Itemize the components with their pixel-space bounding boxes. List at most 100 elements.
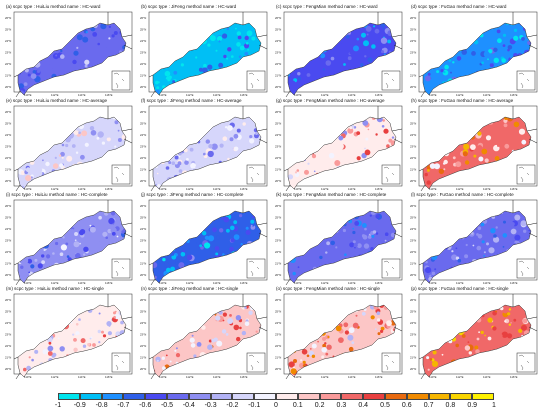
field-patch <box>425 260 428 264</box>
lat-tick-label: 26°N <box>410 204 416 208</box>
lat-tick-label: 21°N <box>5 168 11 172</box>
lon-tick-label: 116°E <box>240 281 248 285</box>
lon-tick-label: 114°E <box>483 93 491 97</box>
field-patch <box>193 354 197 358</box>
lat-tick-label: 21°N <box>275 168 281 172</box>
field-patch <box>431 360 439 367</box>
field-patch <box>108 217 115 225</box>
field-patch <box>247 48 250 51</box>
field-patch <box>72 227 75 230</box>
field-patch <box>222 136 228 141</box>
panel-title: (h) scpc type : FuGao method name : HC-a… <box>411 98 514 103</box>
field-patch <box>180 251 186 257</box>
field-patch <box>36 69 41 73</box>
field-patch <box>361 234 366 238</box>
field-patch <box>222 253 225 256</box>
colorbar-cell <box>79 393 102 400</box>
map-panel: (d) scpc type : FuGao method name : HC-w… <box>409 4 545 100</box>
lon-tick-label: 112°E <box>186 375 194 379</box>
map-panel: (l) scpc type : FuGao method name : HC-c… <box>409 192 545 288</box>
field-patch <box>300 359 303 362</box>
correlation-map: 26°N 25°N 24°N 23°N 22°N 21°N 20°N 110°E 112°E 11… <box>410 11 538 97</box>
colorbar: -1 -0.9 -0.8 -0.7 -0.6 -0.5 -0.4 -0.3 -0.2 -0.1 0 0… <box>55 393 496 413</box>
field-patch <box>75 323 79 326</box>
field-patch <box>218 154 223 160</box>
field-patch <box>498 334 503 338</box>
colorbar-label: -0.3 <box>204 402 217 409</box>
lat-tick-label: 20°N <box>275 273 281 277</box>
field-patch <box>89 126 95 131</box>
field-patch <box>182 55 189 62</box>
field-patch <box>66 255 70 258</box>
correlation-map: 26°N 25°N 24°N 23°N 22°N 21°N 20°N 110°E 112°E 11… <box>140 293 268 379</box>
field-patch <box>330 56 335 61</box>
field-patch <box>477 234 483 239</box>
field-patch <box>343 63 346 66</box>
lat-tick-label: 24°N <box>140 321 146 325</box>
field-patch <box>242 122 246 126</box>
field-patch <box>83 246 89 252</box>
inset-map <box>111 164 131 185</box>
coastline <box>13 106 133 191</box>
field-patch <box>481 61 484 65</box>
lon-tick-label: 114°E <box>78 187 86 191</box>
field-patch <box>73 338 77 342</box>
field-patch <box>207 235 215 242</box>
field-patch <box>166 267 171 273</box>
field-patch <box>488 49 493 54</box>
field-patch <box>101 141 105 145</box>
colorbar-cell <box>276 393 298 400</box>
field-patch <box>382 27 385 30</box>
lon-tick-label: 112°E <box>51 187 59 191</box>
field-patch <box>432 350 437 355</box>
field-patch <box>41 254 45 258</box>
field-patch <box>351 55 358 62</box>
field-patch <box>380 329 384 333</box>
field-patch <box>290 368 297 375</box>
lon-tick-label: 116°E <box>375 375 383 379</box>
field-patch <box>513 35 519 41</box>
field-patch <box>96 374 100 377</box>
field-patch <box>92 32 98 37</box>
field-patch <box>89 149 94 154</box>
lat-tick-label: 20°N <box>410 273 416 277</box>
field-patch <box>338 135 344 141</box>
lat-tick-label: 24°N <box>275 321 281 325</box>
lon-tick-label: 112°E <box>456 375 464 379</box>
lat-tick-label: 20°N <box>140 85 146 89</box>
field-patch <box>388 138 393 143</box>
correlation-map: 26°N 25°N 24°N 23°N 22°N 21°N 20°N 110°E 112°E 11… <box>275 293 403 379</box>
inset-map <box>516 352 536 373</box>
correlation-map: 26°N 25°N 24°N 23°N 22°N 21°N 20°N 110°E 112°E 11… <box>410 293 538 379</box>
field-patch <box>189 147 194 152</box>
colorbar-label: 0.1 <box>292 402 303 409</box>
field-patch <box>322 68 325 71</box>
field-patch <box>364 227 367 231</box>
field-patch <box>478 156 484 162</box>
field-patch <box>343 322 349 328</box>
lat-tick-label: 26°N <box>275 298 281 302</box>
field-patch <box>436 70 440 74</box>
lat-tick-label: 22°N <box>410 156 416 160</box>
field-patch <box>345 35 350 39</box>
field-patch <box>213 337 218 342</box>
field-patch <box>306 354 310 358</box>
field-patch <box>236 128 241 133</box>
field-patch <box>426 180 431 185</box>
field-patch <box>471 232 474 235</box>
province-outline <box>17 22 127 96</box>
field-patch <box>89 226 96 233</box>
field-patch <box>390 232 396 238</box>
colorbar-cell <box>428 393 451 400</box>
lon-tick-label: 114°E <box>78 375 86 379</box>
field-patch <box>455 247 458 250</box>
field-patch <box>349 52 352 55</box>
field-patch <box>320 53 326 59</box>
field-patch <box>30 73 37 79</box>
field-patch <box>367 57 373 63</box>
field-patch <box>476 245 482 251</box>
field-patch <box>223 54 227 59</box>
field-patch <box>362 120 369 126</box>
field-patch <box>114 145 117 148</box>
field-patch <box>214 246 220 251</box>
